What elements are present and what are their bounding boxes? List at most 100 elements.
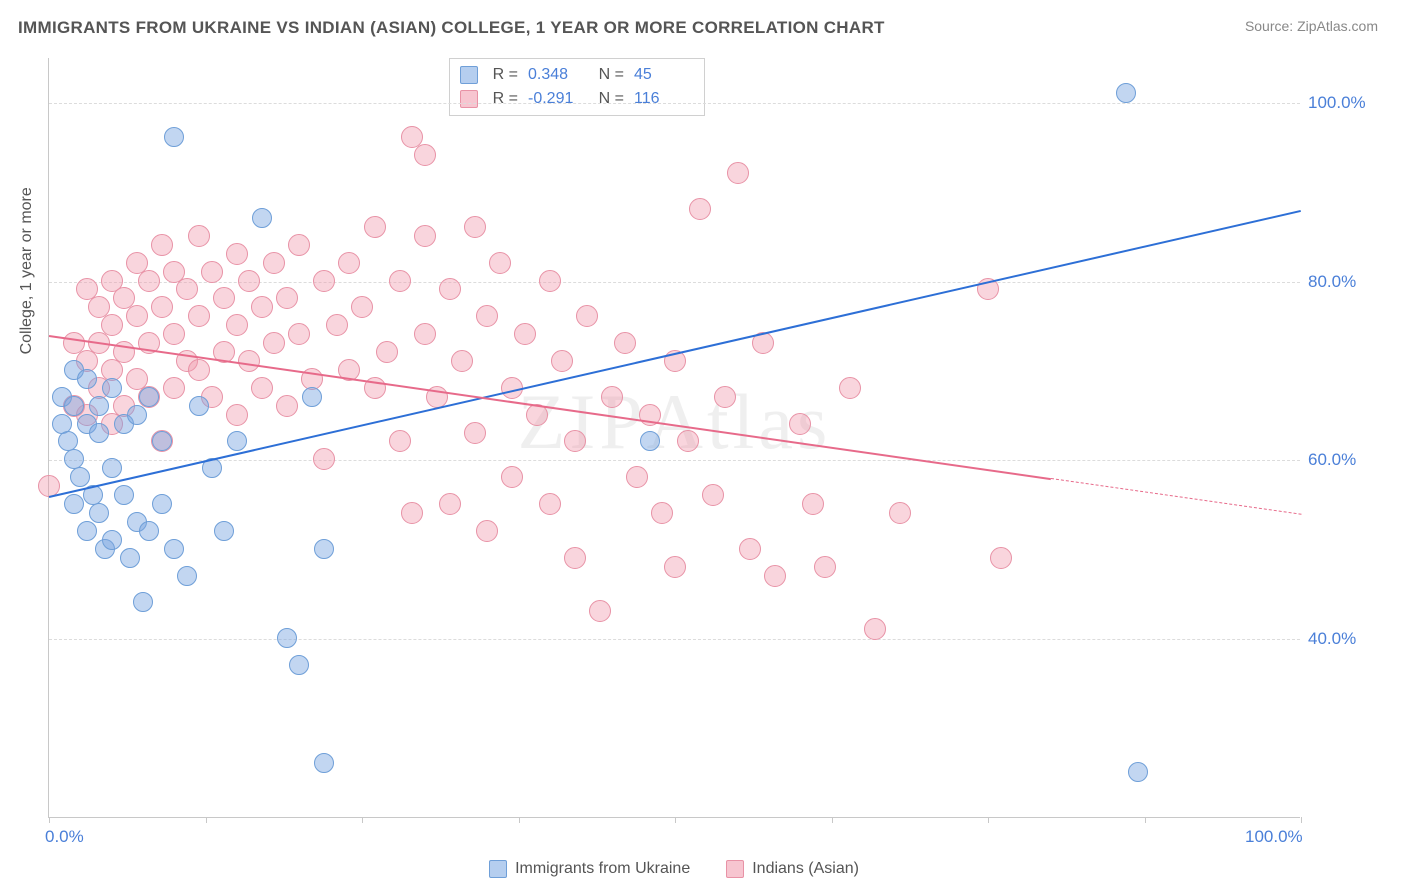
stats-row-pink: R = -0.291 N = 116	[460, 87, 690, 111]
stat-r-value-blue: 0.348	[528, 63, 584, 87]
y-tick-label: 100.0%	[1308, 93, 1388, 113]
data-point	[114, 485, 134, 505]
data-point	[764, 565, 786, 587]
data-point	[252, 208, 272, 228]
data-point	[102, 530, 122, 550]
gridline	[49, 639, 1300, 640]
data-point	[727, 162, 749, 184]
data-point	[314, 539, 334, 559]
data-point	[677, 430, 699, 452]
legend-item-blue: Immigrants from Ukraine	[489, 860, 690, 878]
data-point	[139, 521, 159, 541]
data-point	[539, 493, 561, 515]
stat-r-label: R =	[488, 87, 518, 111]
data-point	[990, 547, 1012, 569]
y-tick-label: 40.0%	[1308, 629, 1388, 649]
data-point	[288, 323, 310, 345]
data-point	[77, 369, 97, 389]
data-point	[313, 448, 335, 470]
data-point	[277, 628, 297, 648]
data-point	[802, 493, 824, 515]
data-point	[70, 467, 90, 487]
data-point	[263, 252, 285, 274]
data-point	[664, 556, 686, 578]
data-point	[177, 566, 197, 586]
legend-label-blue: Immigrants from Ukraine	[515, 860, 690, 878]
data-point	[414, 323, 436, 345]
data-point	[226, 404, 248, 426]
stat-n-value-pink: 116	[634, 87, 690, 111]
data-point	[626, 466, 648, 488]
data-point	[389, 270, 411, 292]
data-point	[514, 323, 536, 345]
data-point	[133, 592, 153, 612]
x-tick-mark	[519, 817, 520, 823]
data-point	[889, 502, 911, 524]
data-point	[226, 314, 248, 336]
data-point	[102, 458, 122, 478]
data-point	[227, 431, 247, 451]
data-point	[351, 296, 373, 318]
chart-title: IMMIGRANTS FROM UKRAINE VS INDIAN (ASIAN…	[18, 18, 885, 38]
data-point	[489, 252, 511, 274]
x-tick-mark	[988, 817, 989, 823]
data-point	[589, 600, 611, 622]
legend-label-pink: Indians (Asian)	[752, 860, 859, 878]
data-point	[651, 502, 673, 524]
scatter-chart: ZIPAtlas R = 0.348 N = 45 R = -0.291 N =…	[48, 58, 1300, 818]
gridline	[49, 460, 1300, 461]
data-point	[289, 655, 309, 675]
data-point	[188, 225, 210, 247]
data-point	[789, 413, 811, 435]
data-point	[276, 287, 298, 309]
stat-n-value-blue: 45	[634, 63, 690, 87]
data-point	[464, 422, 486, 444]
stats-legend-box: R = 0.348 N = 45 R = -0.291 N = 116	[449, 58, 705, 116]
data-point	[226, 243, 248, 265]
data-point	[739, 538, 761, 560]
data-point	[464, 216, 486, 238]
data-point	[120, 548, 140, 568]
data-point	[139, 387, 159, 407]
data-point	[564, 430, 586, 452]
x-tick-label: 0.0%	[45, 827, 84, 847]
data-point	[564, 547, 586, 569]
data-point	[201, 261, 223, 283]
y-tick-label: 80.0%	[1308, 272, 1388, 292]
data-point	[164, 127, 184, 147]
data-point	[276, 395, 298, 417]
stat-n-label: N =	[594, 63, 624, 87]
stat-r-label: R =	[488, 63, 518, 87]
data-point	[152, 494, 172, 514]
data-point	[101, 314, 123, 336]
data-point	[77, 521, 97, 541]
data-point	[64, 494, 84, 514]
data-point	[189, 396, 209, 416]
data-point	[551, 350, 573, 372]
data-point	[238, 350, 260, 372]
data-point	[476, 305, 498, 327]
data-point	[439, 278, 461, 300]
data-point	[89, 423, 109, 443]
data-point	[251, 377, 273, 399]
x-tick-mark	[675, 817, 676, 823]
data-point	[714, 386, 736, 408]
x-tick-mark	[206, 817, 207, 823]
data-point	[151, 296, 173, 318]
data-point	[89, 396, 109, 416]
data-point	[338, 252, 360, 274]
data-point	[89, 503, 109, 523]
trend-line-dashed	[1051, 478, 1302, 515]
data-point	[640, 431, 660, 451]
swatch-blue-icon	[489, 860, 507, 878]
data-point	[127, 405, 147, 425]
data-point	[152, 431, 172, 451]
x-tick-mark	[832, 817, 833, 823]
swatch-pink-icon	[460, 90, 478, 108]
x-tick-mark	[362, 817, 363, 823]
data-point	[102, 378, 122, 398]
data-point	[151, 234, 173, 256]
data-point	[376, 341, 398, 363]
data-point	[163, 323, 185, 345]
data-point	[251, 296, 273, 318]
